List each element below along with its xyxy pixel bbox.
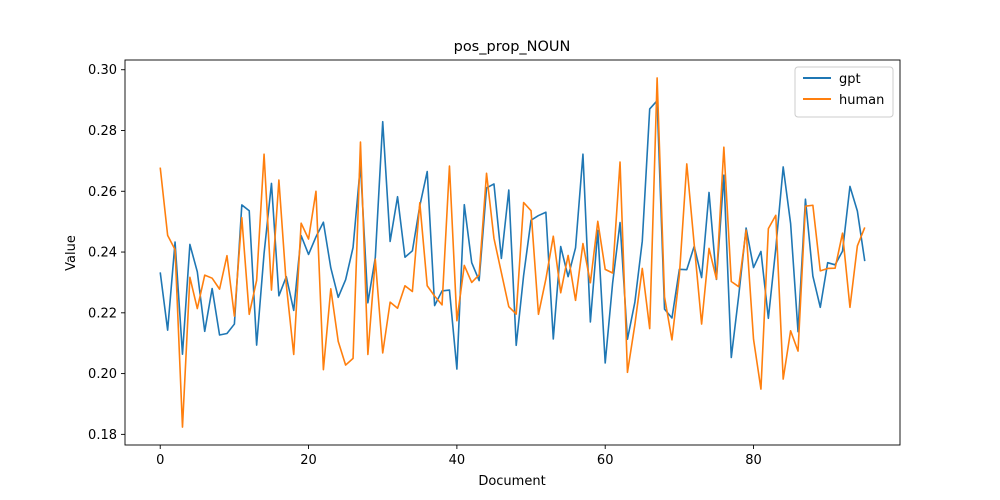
y-axis: 0.18 0.20 0.22 0.24 0.26 0.28 0.30 [88, 63, 125, 443]
legend-label-human: human [839, 93, 884, 108]
x-axis-label: Document [478, 474, 545, 489]
x-tick-label: 60 [597, 453, 614, 468]
x-tick-label: 20 [300, 453, 317, 468]
x-tick-label: 40 [449, 453, 466, 468]
legend-label-gpt: gpt [839, 72, 861, 87]
y-tick-label: 0.28 [88, 124, 117, 139]
series-line-human [159, 77, 866, 428]
y-axis-label: Value [64, 235, 79, 271]
x-axis: 0 20 40 60 80 [156, 445, 762, 468]
chart-title: pos_prop_NOUN [454, 39, 571, 55]
plot-frame [124, 59, 901, 446]
legend: gpt human [794, 66, 894, 118]
y-tick-label: 0.24 [88, 246, 117, 261]
y-tick-label: 0.26 [88, 185, 117, 200]
y-tick-label: 0.22 [88, 306, 117, 321]
series-layer [159, 77, 866, 428]
x-tick-label: 0 [156, 453, 164, 468]
y-tick-label: 0.20 [88, 367, 117, 382]
legend-box [794, 66, 894, 118]
y-tick-label: 0.30 [88, 63, 117, 78]
y-tick-label: 0.18 [88, 428, 117, 443]
x-tick-label: 80 [745, 453, 762, 468]
series-line-gpt [159, 99, 866, 370]
